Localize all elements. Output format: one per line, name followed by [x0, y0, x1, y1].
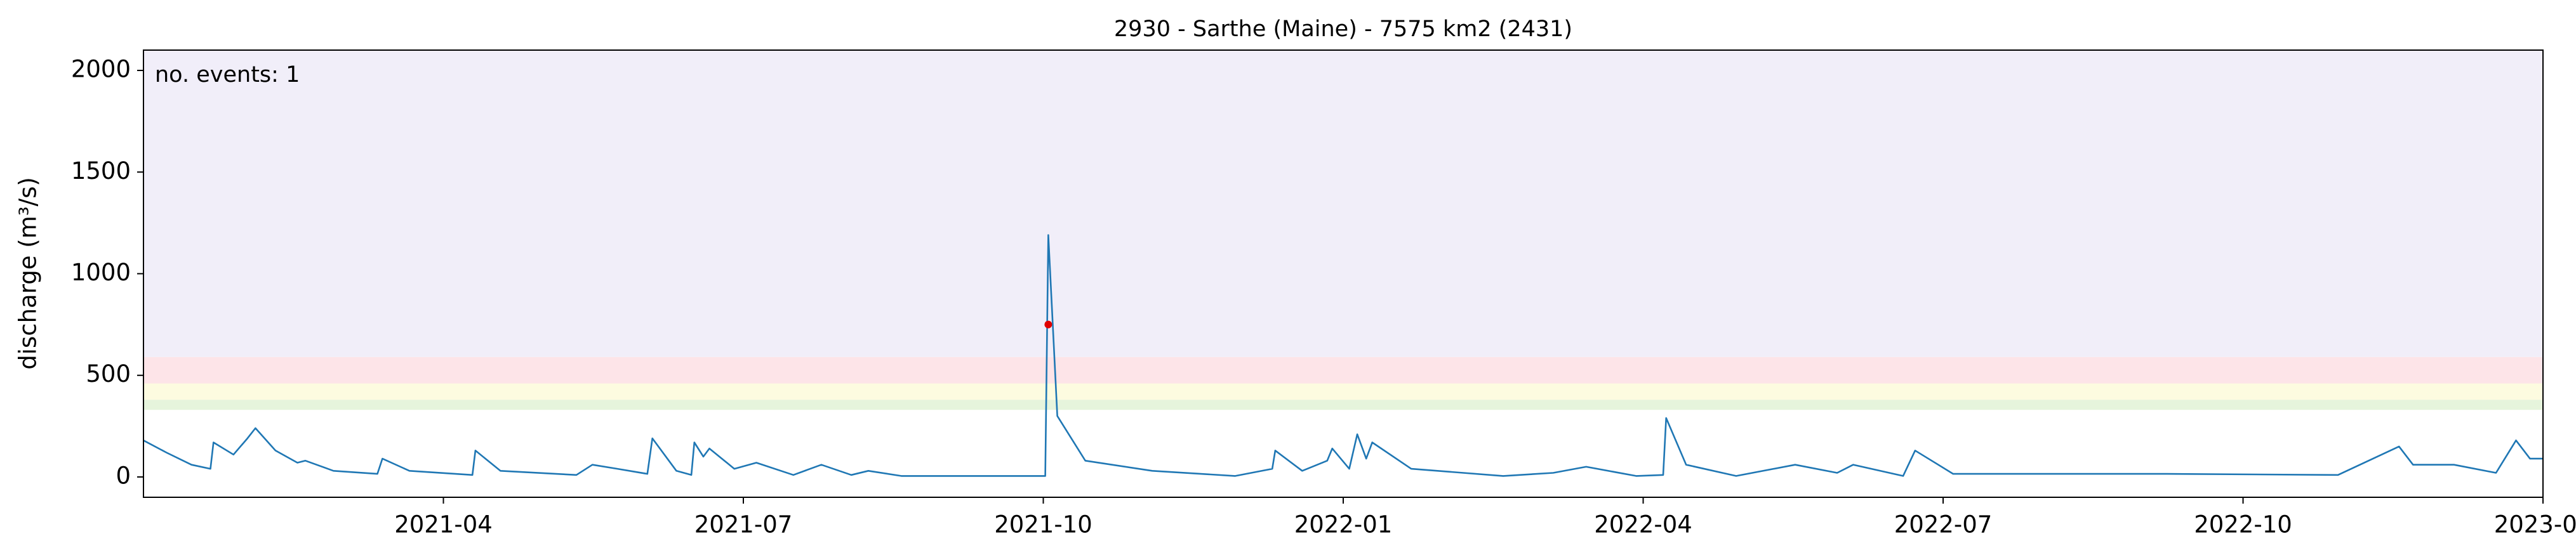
x-tick-label: 2021-04 [394, 511, 493, 539]
x-tick-label: 2022-10 [2194, 511, 2292, 539]
x-tick-label: 2021-07 [694, 511, 793, 539]
x-tick-label: 2022-07 [1894, 511, 1993, 539]
threshold-band [143, 383, 2543, 400]
threshold-band [143, 50, 2543, 357]
chart-title: 2930 - Sarthe (Maine) - 7575 km2 (2431) [1114, 16, 1572, 42]
y-tick-label: 500 [86, 360, 131, 388]
annotation: no. events: 1 [155, 62, 300, 88]
x-tick-label: 2023-01 [2494, 511, 2576, 539]
x-tick-label: 2021-10 [994, 511, 1092, 539]
y-axis-label: discharge (m³/s) [15, 177, 42, 370]
threshold-band [143, 400, 2543, 410]
y-tick-label: 2000 [71, 56, 131, 83]
x-tick-label: 2022-04 [1594, 511, 1692, 539]
y-tick-label: 1000 [71, 259, 131, 286]
y-tick-label: 0 [116, 462, 131, 489]
event-marker [1044, 320, 1052, 329]
plot-frame [143, 49, 2544, 498]
discharge-line [143, 234, 2543, 477]
x-tick-label: 2022-01 [1294, 511, 1393, 539]
y-tick-label: 1500 [71, 157, 131, 185]
threshold-band [143, 356, 2543, 384]
